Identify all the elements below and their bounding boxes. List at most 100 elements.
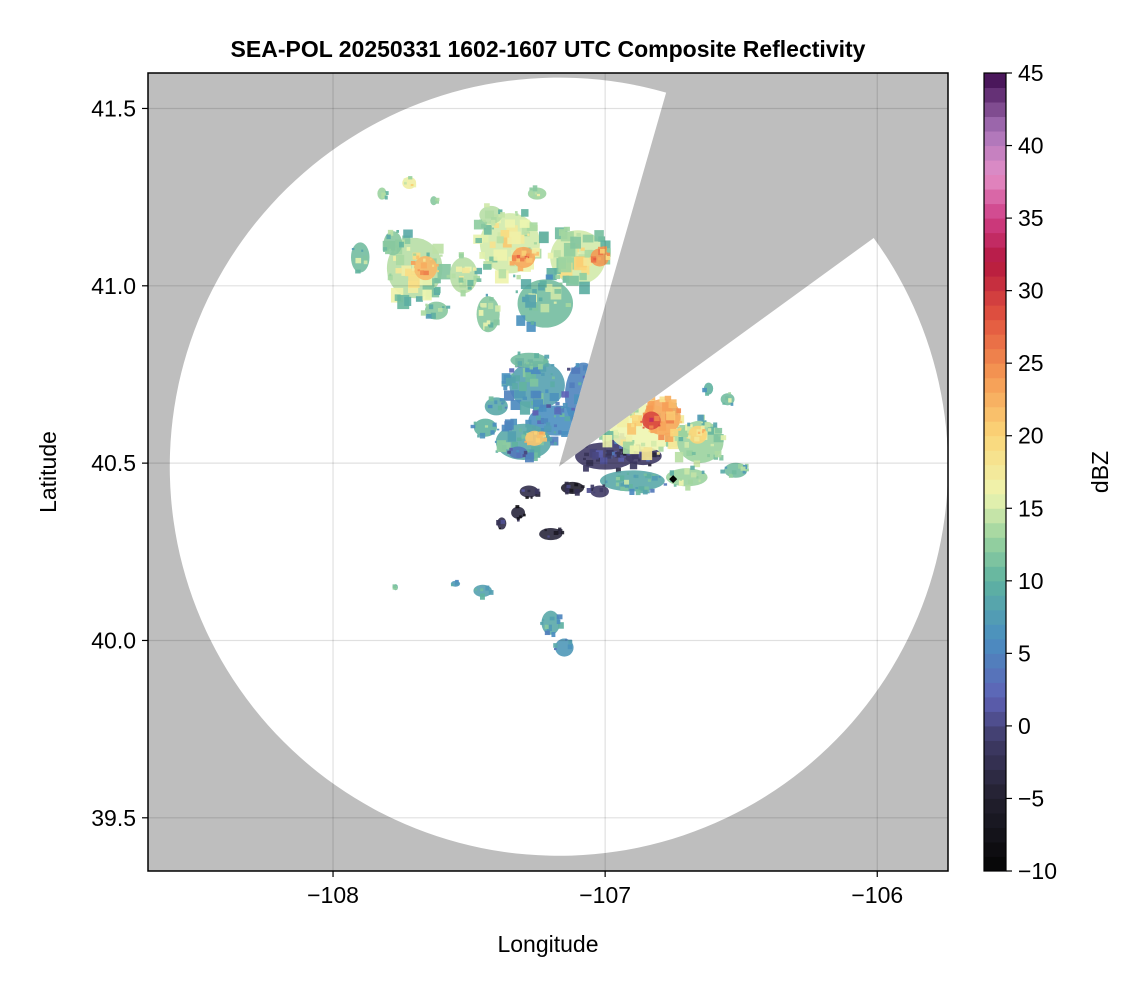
y-axis-label: Latitude bbox=[35, 431, 61, 513]
echo-cell bbox=[450, 579, 461, 587]
colorbar-tick-label: 20 bbox=[1018, 423, 1044, 449]
colorbar-step bbox=[984, 247, 1006, 263]
colorbar-step bbox=[984, 508, 1006, 524]
y-tick-label: 40.0 bbox=[91, 627, 136, 653]
plot-area bbox=[148, 73, 948, 871]
y-tick-label: 39.5 bbox=[91, 805, 136, 831]
echo-cell bbox=[686, 425, 707, 444]
echo-cell bbox=[524, 430, 548, 446]
colorbar-step bbox=[984, 160, 1006, 176]
colorbar-tick-label: 10 bbox=[1018, 568, 1044, 594]
colorbar-step bbox=[984, 479, 1006, 495]
echo-cell bbox=[392, 584, 398, 591]
colorbar-step bbox=[984, 203, 1006, 219]
y-axis: 39.5 40.0 40.5 41.0 41.5 bbox=[91, 95, 148, 831]
colorbar-step bbox=[984, 725, 1006, 741]
colorbar-step bbox=[984, 305, 1006, 321]
colorbar-step bbox=[984, 696, 1006, 712]
colorbar-step bbox=[984, 319, 1006, 335]
colorbar-step bbox=[984, 595, 1006, 611]
colorbar-step bbox=[984, 102, 1006, 118]
colorbar-step bbox=[984, 754, 1006, 770]
colorbar-step bbox=[984, 406, 1006, 422]
echo-cell bbox=[420, 301, 451, 320]
colorbar-tick-label: 0 bbox=[1018, 713, 1031, 739]
radar-coverage-disk bbox=[169, 77, 948, 856]
echo-cell bbox=[586, 484, 609, 498]
echo-cell bbox=[510, 351, 550, 370]
echo-cell bbox=[560, 481, 585, 496]
echo-cell bbox=[496, 517, 507, 530]
colorbar-step bbox=[984, 334, 1006, 350]
echo-cell bbox=[377, 187, 389, 200]
colorbar-step bbox=[984, 827, 1006, 843]
colorbar-step bbox=[984, 566, 1006, 582]
colorbar-step bbox=[984, 435, 1006, 451]
colorbar-step bbox=[984, 638, 1006, 654]
colorbar-step bbox=[984, 711, 1006, 727]
echo-cell bbox=[589, 246, 611, 267]
colorbar-step bbox=[984, 290, 1006, 306]
colorbar-step bbox=[984, 348, 1006, 364]
echo-cell bbox=[446, 252, 483, 297]
colorbar-step bbox=[984, 377, 1006, 393]
colorbar-step bbox=[984, 653, 1006, 669]
echo-cell bbox=[553, 638, 574, 657]
echo-cell bbox=[382, 229, 451, 310]
colorbar-tick-label: 15 bbox=[1018, 495, 1044, 521]
echo-layer bbox=[350, 176, 749, 657]
colorbar-tick-label: 25 bbox=[1018, 350, 1044, 376]
x-tick-label: −106 bbox=[851, 882, 903, 908]
chart-title: SEA-POL 20250331 1602-1607 UTC Composite… bbox=[231, 36, 866, 62]
colorbar-step bbox=[984, 798, 1006, 814]
echo-cell bbox=[350, 242, 370, 274]
colorbar-step bbox=[984, 580, 1006, 596]
echo-cell bbox=[515, 274, 574, 332]
echo-cell bbox=[410, 255, 439, 281]
colorbar-step bbox=[984, 551, 1006, 567]
colorbar-step bbox=[984, 537, 1006, 553]
echo-cell bbox=[702, 382, 714, 396]
colorbar-step bbox=[984, 493, 1006, 509]
plot-frame bbox=[147, 72, 949, 872]
colorbar-tick-label: −5 bbox=[1018, 785, 1044, 811]
colorbar-step bbox=[984, 783, 1006, 799]
colorbar-step bbox=[984, 363, 1006, 379]
echo-cell bbox=[720, 392, 735, 406]
y-tick-label: 41.0 bbox=[91, 273, 136, 299]
colorbar-label: dBZ bbox=[1087, 451, 1113, 493]
colorbar-step bbox=[984, 421, 1006, 437]
echo-cell bbox=[470, 418, 500, 439]
echo-cell bbox=[509, 246, 539, 272]
colorbar-tick-label: 5 bbox=[1018, 640, 1031, 666]
echo-cell bbox=[402, 176, 417, 189]
colorbar-step bbox=[984, 232, 1006, 248]
colorbar-step bbox=[984, 145, 1006, 161]
colorbar-step bbox=[984, 769, 1006, 785]
colorbar-step bbox=[984, 87, 1006, 103]
x-axis: −108 −107 −106 bbox=[307, 871, 903, 908]
colorbar-step bbox=[984, 464, 1006, 480]
echo-cell bbox=[383, 229, 404, 256]
x-axis-label: Longitude bbox=[497, 931, 598, 957]
colorbar-step bbox=[984, 174, 1006, 190]
x-tick-label: −107 bbox=[579, 882, 631, 908]
echo-cell bbox=[539, 527, 565, 541]
echo-cell bbox=[720, 462, 749, 478]
colorbar-step bbox=[984, 856, 1006, 872]
echo-cell bbox=[484, 396, 508, 416]
colorbar-step bbox=[984, 261, 1006, 277]
echo-cell bbox=[599, 470, 668, 496]
echo-cell bbox=[640, 411, 661, 430]
colorbar-tick-label: 35 bbox=[1018, 205, 1044, 231]
echo-cell bbox=[479, 203, 505, 226]
colorbar-step bbox=[984, 812, 1006, 828]
colorbar-step bbox=[984, 276, 1006, 292]
colorbar-step bbox=[984, 189, 1006, 205]
colorbar-frame bbox=[983, 72, 1007, 872]
echo-cell bbox=[519, 485, 541, 499]
site-marker bbox=[669, 475, 678, 484]
colorbar-step bbox=[984, 624, 1006, 640]
colorbar-step bbox=[984, 218, 1006, 234]
